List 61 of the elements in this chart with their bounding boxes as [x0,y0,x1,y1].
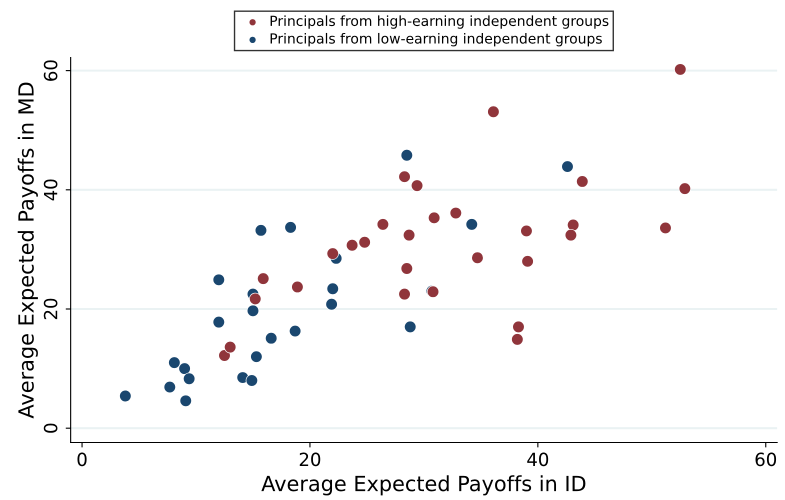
point [398,288,411,300]
point [674,63,686,76]
point [218,349,231,362]
point [246,304,260,317]
point [400,262,413,275]
point [450,206,462,220]
point [358,236,371,248]
point [249,292,262,306]
point [487,106,500,118]
point [410,179,424,192]
point [254,224,268,236]
point [376,218,390,231]
point [511,333,524,346]
point [325,298,338,310]
y-tick-label: 60 [44,60,58,81]
point [250,350,263,363]
x-axis-title: Average Expected Payoffs in ID [261,475,586,496]
legend-label: Principals from low-earning independent groups [270,32,602,46]
point [326,282,339,295]
point [678,182,692,195]
x-tick-label: 20 [300,452,320,466]
point [119,390,132,402]
point [265,332,278,344]
point [564,228,578,242]
y-tick-label: 20 [44,298,58,320]
point [402,228,416,242]
point [246,374,258,387]
point [326,247,339,260]
point [520,224,533,238]
point [212,274,225,286]
point [567,218,580,232]
point [512,320,525,334]
point [291,280,304,294]
point [224,340,236,354]
point [576,175,588,188]
y-tick-label: 40 [44,180,58,200]
point [659,222,672,234]
point [471,252,484,264]
point [561,160,574,173]
point [284,221,297,234]
point [398,170,411,183]
point [257,272,270,285]
point [346,239,358,252]
point [183,372,196,385]
y-axis-title: Average Expected Payoffs in MD [18,82,38,418]
point [404,320,416,334]
x-tick-label: 0 [77,452,87,466]
point [212,316,225,328]
point [288,324,302,338]
point [164,380,176,394]
point [180,394,192,407]
y-tick-label: 0 [44,424,58,433]
point [521,255,534,268]
point [466,218,478,231]
point [168,356,181,369]
point [428,212,440,224]
x-tick-label: 60 [756,452,776,466]
point [400,149,413,162]
point [178,362,191,375]
legend-label: Principals from high-earning independent groups [270,15,608,29]
x-tick-label: 40 [527,452,548,466]
